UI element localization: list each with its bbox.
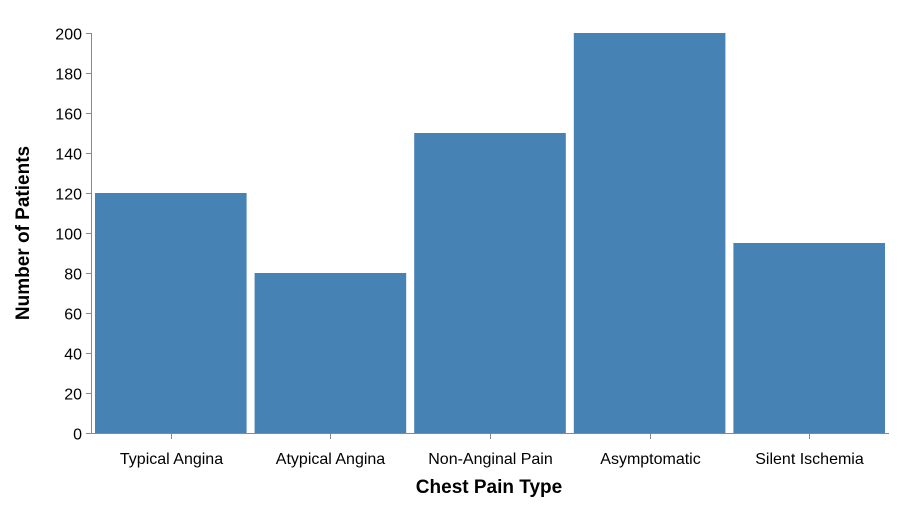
x-tick-label: Typical Angina [120,451,223,468]
x-tick-label: Non-Anginal Pain [428,451,553,468]
bar-atypical-angina [254,273,407,433]
bar-asymptomatic [573,33,726,433]
y-axis: 0 20 40 60 80 100 120 140 160 180 200 [55,27,92,444]
bar-typical-angina [95,193,247,433]
y-tick-label: 60 [64,307,82,324]
x-axis-title: Chest Pain Type [416,477,562,498]
y-tick-label: 20 [64,387,82,404]
y-axis-title: Number of Patients [13,146,34,320]
x-tick-label: Silent Ischemia [755,451,864,468]
x-tick-label: Asymptomatic [600,451,700,468]
y-tick-label: 180 [55,67,82,84]
bars-group [95,33,885,433]
y-tick-label: 40 [64,347,82,364]
y-tick-label: 200 [55,27,82,44]
bar-non-anginal-pain [414,133,566,433]
x-axis: Typical Angina Atypical Angina Non-Anginal… [91,433,889,468]
y-tick-label: 120 [55,187,82,204]
y-tick-label: 0 [73,427,82,444]
y-tick-label: 80 [64,267,82,284]
y-tick-label: 160 [55,107,82,124]
y-tick-label: 100 [55,227,82,244]
bar-silent-ischemia [733,243,885,433]
x-tick-label: Atypical Angina [276,451,386,468]
y-tick-label: 140 [55,147,82,164]
